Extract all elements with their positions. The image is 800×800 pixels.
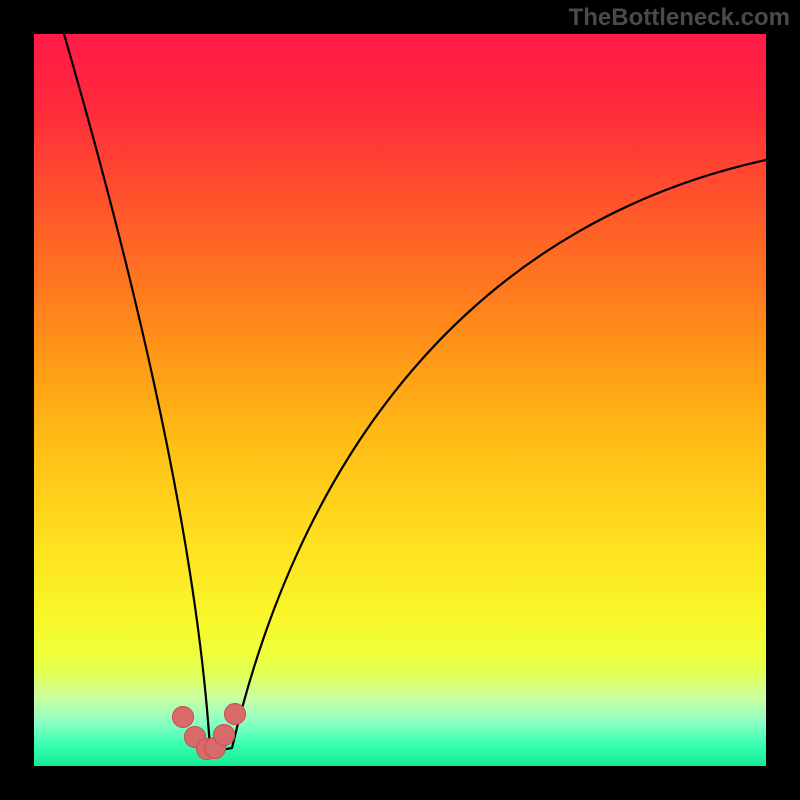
- valley-marker: [213, 724, 235, 746]
- attribution-text: TheBottleneck.com: [569, 4, 790, 32]
- valley-marker: [172, 706, 194, 728]
- chart-markers-layer: [0, 0, 800, 800]
- valley-marker: [224, 703, 246, 725]
- chart-stage: TheBottleneck.com: [0, 0, 800, 800]
